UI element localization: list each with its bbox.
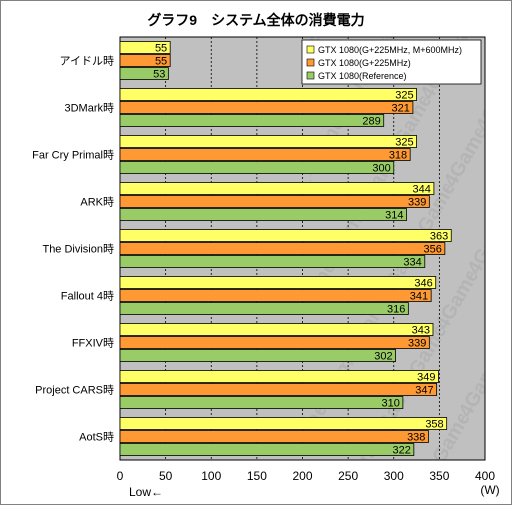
bar-value-label: 55 — [155, 56, 167, 68]
bar-value-label: 325 — [395, 90, 413, 102]
bar — [119, 349, 396, 362]
bar — [119, 41, 171, 54]
x-tick-label: 150 — [247, 469, 267, 483]
bar — [119, 242, 446, 255]
bar — [119, 101, 414, 114]
legend: GTX 1080(G+225MHz, M+600MHz) GTX 1080(G+2… — [301, 39, 482, 85]
category-label: AotS時 — [79, 431, 114, 444]
x-tick-label: 250 — [338, 469, 358, 483]
bar — [119, 148, 411, 161]
bar — [119, 430, 429, 443]
bar-value-label: 310 — [382, 398, 400, 410]
bar — [119, 88, 417, 101]
legend-swatch — [306, 71, 315, 80]
x-axis-ticks: 0 50 100 150 200 250 300 350 400 — [117, 469, 496, 483]
bar — [119, 302, 409, 315]
x-tick-label: 200 — [292, 469, 312, 483]
bar-value-label: 346 — [414, 278, 432, 290]
category-label: Project CARS時 — [35, 384, 114, 397]
x-tick-label: 300 — [384, 469, 404, 483]
bar — [119, 336, 430, 349]
bar — [119, 417, 448, 430]
x-tick-label: 50 — [159, 469, 173, 483]
bar — [119, 276, 437, 289]
legend-label: GTX 1080(Reference) — [318, 71, 407, 81]
bar-value-label: 334 — [403, 257, 421, 269]
category-label: 3DMark時 — [64, 102, 114, 115]
bar-value-label: 358 — [425, 419, 443, 431]
bar-value-label: 53 — [153, 69, 165, 81]
bar — [119, 182, 435, 195]
bar-value-label: 341 — [410, 291, 428, 303]
bar — [119, 443, 415, 456]
bar-value-label: 321 — [392, 103, 410, 115]
legend-swatch — [306, 58, 315, 67]
bar — [119, 114, 385, 127]
bar — [119, 323, 434, 336]
bar — [119, 161, 395, 174]
bar-series: 5555533253212893253183003443393143633563… — [119, 41, 452, 457]
x-tick-label: 400 — [475, 469, 495, 483]
legend-label: GTX 1080(G+225MHz, M+600MHz) — [318, 45, 462, 55]
bar — [119, 289, 432, 302]
bar-value-label: 339 — [408, 338, 426, 350]
bar — [119, 195, 430, 208]
bar-value-label: 302 — [374, 351, 392, 363]
bar-value-label: 343 — [412, 325, 430, 337]
bar-value-label: 314 — [385, 210, 403, 222]
bar-value-label: 338 — [407, 432, 425, 444]
category-label: The Division時 — [42, 243, 114, 256]
legend-label: GTX 1080(G+225MHz) — [318, 58, 411, 68]
bar-value-label: 356 — [423, 244, 441, 256]
x-tick-label: 350 — [429, 469, 449, 483]
bar-value-label: 318 — [389, 150, 407, 162]
bar-value-label: 339 — [408, 197, 426, 209]
bar-value-label: 322 — [392, 445, 410, 457]
bar — [119, 208, 407, 221]
bar-value-label: 316 — [387, 304, 405, 316]
category-label: ARK時 — [80, 196, 114, 209]
x-tick-label: 0 — [117, 469, 124, 483]
bar — [119, 67, 169, 80]
bar-value-label: 349 — [417, 372, 435, 384]
bar-value-label: 347 — [415, 385, 433, 397]
category-label: Far Cry Primal時 — [32, 149, 114, 162]
bar-value-label: 55 — [155, 43, 167, 55]
bar-value-label: 325 — [395, 137, 413, 149]
bar-value-label: 363 — [430, 231, 448, 243]
bar — [119, 370, 439, 383]
bar-value-label: 344 — [413, 184, 431, 196]
bar — [119, 383, 438, 396]
category-label: Fallout 4時 — [61, 290, 114, 303]
bar-value-label: 289 — [362, 116, 380, 128]
bar — [119, 255, 426, 268]
category-label: アイドル時 — [60, 55, 114, 68]
category-label: FFXIV時 — [72, 337, 114, 350]
category-labels: アイドル時 3DMark時 Far Cry Primal時 ARK時 The Divis… — [32, 55, 114, 444]
unit-label: (W) — [480, 483, 499, 497]
legend-box — [301, 39, 482, 85]
low-note: Low← — [129, 485, 163, 499]
bar — [119, 229, 452, 242]
legend-swatch — [306, 45, 315, 54]
bar — [119, 54, 171, 67]
chart-title: グラフ9 システム全体の消費電力 — [147, 12, 364, 28]
bar — [119, 135, 417, 148]
x-tick-label: 100 — [201, 469, 221, 483]
bar-value-label: 300 — [372, 163, 390, 175]
bar — [119, 396, 404, 409]
